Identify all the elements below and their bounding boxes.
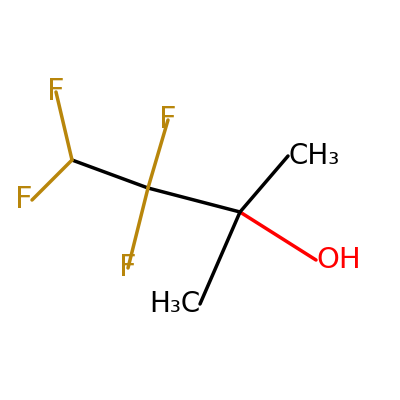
Text: F: F <box>14 186 32 214</box>
Text: CH₃: CH₃ <box>288 142 339 170</box>
Text: OH: OH <box>316 246 361 274</box>
Text: H₃C: H₃C <box>149 290 200 318</box>
Text: F: F <box>119 254 137 282</box>
Text: F: F <box>47 78 65 106</box>
Text: F: F <box>159 106 177 134</box>
